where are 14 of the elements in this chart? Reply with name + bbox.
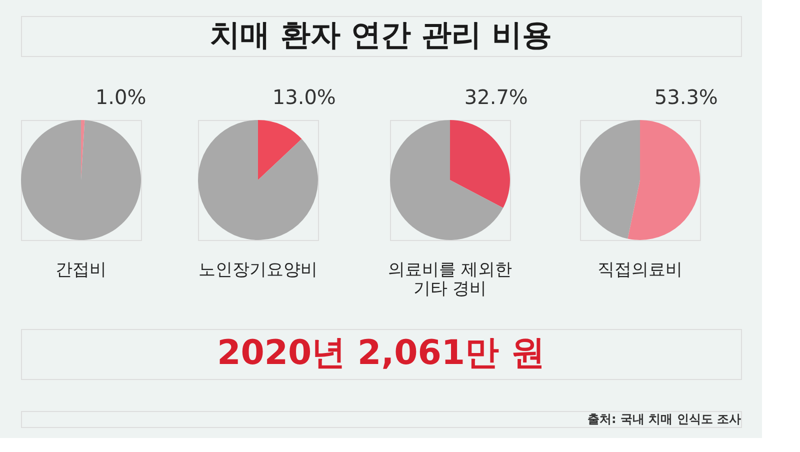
source-note: 출처: 국내 치매 인식도 조사 xyxy=(587,412,741,426)
data-label: 32.7% xyxy=(464,85,528,109)
text: 노인장기요양비 xyxy=(198,260,318,280)
data-label: 1.0% xyxy=(95,85,146,109)
data-label: 53.3% xyxy=(654,85,718,109)
pie-slice xyxy=(580,120,640,239)
text: 간접비 xyxy=(56,260,106,280)
text: 의료비를 제외한 기타 경비 xyxy=(388,260,512,299)
text: 2020년 2,061만 원 xyxy=(217,333,545,373)
text: 직접의료비 xyxy=(598,260,682,280)
text: 치매 환자 연간 관리 비용 xyxy=(210,18,552,53)
data-label: 13.0% xyxy=(272,85,336,109)
pie-slice xyxy=(628,120,700,240)
pie-slice xyxy=(450,120,510,208)
